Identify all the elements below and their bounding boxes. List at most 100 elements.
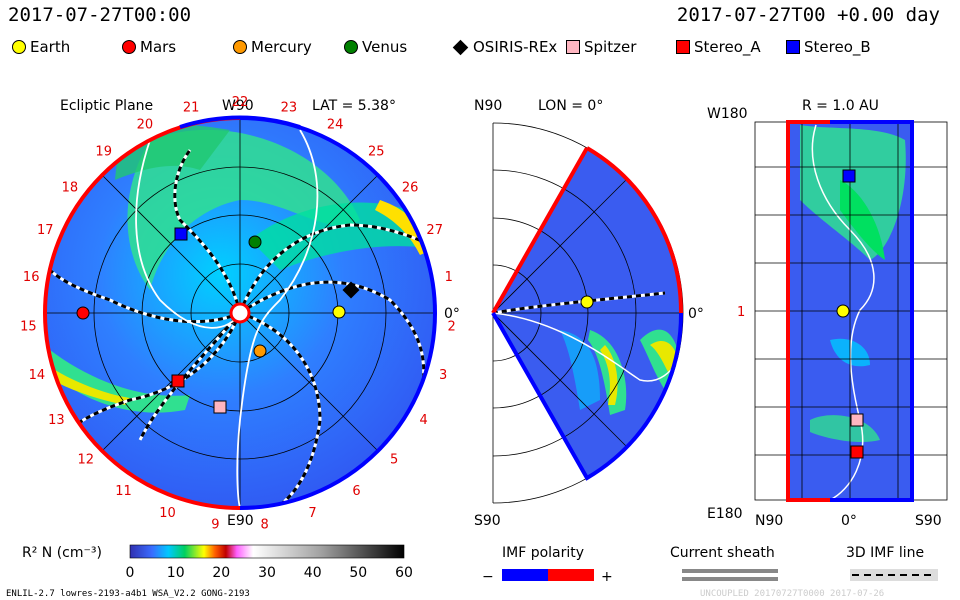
carrington-label: 15 bbox=[20, 319, 37, 334]
carrington-label: 11 bbox=[115, 484, 132, 499]
latitude-label: LAT = 5.38° bbox=[312, 98, 396, 114]
radial-map-panel: W180 R = 1.0 AU E180 1 N90 0° S90 bbox=[707, 98, 948, 529]
earth-dot-icon bbox=[12, 40, 26, 54]
carrington-label: 22 bbox=[232, 95, 249, 110]
radial-mid-label: 1 bbox=[737, 305, 745, 320]
earth-marker bbox=[332, 305, 346, 319]
stereo-a-marker-radial bbox=[850, 445, 864, 459]
legend-label: Earth bbox=[30, 38, 71, 56]
carrington-label: 16 bbox=[23, 270, 40, 285]
mercury-dot-icon bbox=[233, 40, 247, 54]
current-sheath-legend: Current sheath bbox=[670, 545, 778, 581]
ecliptic-title: Ecliptic Plane bbox=[60, 98, 153, 114]
legend-venus: Venus bbox=[344, 38, 407, 56]
legend-label: Spitzer bbox=[584, 38, 637, 56]
carrington-label: 20 bbox=[137, 118, 154, 133]
w180-label: W180 bbox=[707, 106, 748, 122]
s90-label: S90 bbox=[474, 513, 501, 529]
legend-label: Mercury bbox=[251, 38, 312, 56]
venus-marker bbox=[248, 235, 262, 249]
sun-icon bbox=[229, 302, 251, 324]
colorbar-tick-label: 40 bbox=[304, 565, 322, 581]
current-sheath-title: Current sheath bbox=[670, 545, 775, 561]
imf-minus-label: − bbox=[482, 569, 494, 585]
colorbar-label: R² N (cm⁻³) bbox=[22, 545, 102, 561]
timestamp-left: 2017-07-27T00:00 bbox=[8, 4, 192, 26]
imf-spirals bbox=[48, 129, 431, 508]
legend-mars: Mars bbox=[122, 38, 176, 56]
imf-polarity-legend: IMF polarity − + bbox=[482, 545, 613, 585]
imf-3d-legend: 3D IMF line bbox=[846, 545, 938, 581]
stereo-a-marker bbox=[171, 374, 185, 388]
venus-dot-icon bbox=[344, 40, 358, 54]
legend-stereo-b: Stereo_B bbox=[786, 38, 871, 56]
object-legend: Earth Mars Mercury Venus OSIRIS-REx Spit… bbox=[0, 38, 960, 60]
mars-dot-icon bbox=[122, 40, 136, 54]
legend-label: Stereo_A bbox=[694, 38, 761, 56]
zero-degree-label: 0° bbox=[444, 306, 460, 322]
spitzer-square-icon bbox=[566, 40, 580, 54]
carrington-label: 23 bbox=[281, 101, 298, 116]
legend-label: Venus bbox=[362, 38, 408, 56]
carrington-label: 4 bbox=[419, 413, 427, 428]
carrington-label: 2 bbox=[447, 319, 455, 334]
colorbar-tick-label: 10 bbox=[167, 565, 185, 581]
colorbar-tick-label: 50 bbox=[349, 565, 367, 581]
mercury-marker bbox=[253, 344, 267, 358]
stereo-b-marker bbox=[174, 227, 188, 241]
colorbar-tick-label: 20 bbox=[212, 565, 230, 581]
legend-label: Mars bbox=[140, 38, 177, 56]
timestamp-right: 2017-07-27T00 +0.00 day bbox=[676, 4, 940, 26]
legend-label: OSIRIS-REx bbox=[473, 38, 558, 56]
carrington-label: 21 bbox=[183, 101, 200, 116]
carrington-label: 26 bbox=[402, 180, 419, 195]
longitude-label: LON = 0° bbox=[538, 98, 603, 114]
legend-label: Stereo_B bbox=[804, 38, 871, 56]
stereo-b-marker-radial bbox=[842, 169, 856, 183]
density-colorbar: R² N (cm⁻³) 0 10 20 30 40 50 60 bbox=[22, 544, 413, 581]
carrington-label: 9 bbox=[211, 518, 219, 533]
stereo-a-square-icon bbox=[676, 40, 690, 54]
radius-label: R = 1.0 AU bbox=[802, 98, 879, 114]
carrington-label: 14 bbox=[29, 368, 46, 383]
legend-earth: Earth bbox=[12, 38, 70, 56]
carrington-label: 5 bbox=[390, 453, 398, 468]
carrington-label: 17 bbox=[37, 223, 54, 238]
legend-stereo-a: Stereo_A bbox=[676, 38, 761, 56]
carrington-label: 7 bbox=[308, 506, 316, 521]
legend-mercury: Mercury bbox=[233, 38, 312, 56]
imf-polarity-title: IMF polarity bbox=[502, 545, 584, 561]
ecliptic-plane-panel: Ecliptic Plane W90 E90 0° LAT = 5.38° 12… bbox=[20, 95, 460, 533]
colorbar-tick-label: 30 bbox=[258, 565, 276, 581]
rmap-x-label-n90: N90 bbox=[755, 513, 783, 529]
carrington-label: 1 bbox=[445, 270, 453, 285]
spitzer-marker bbox=[213, 400, 227, 414]
carrington-label: 25 bbox=[368, 145, 385, 160]
rmap-x-label-s90: S90 bbox=[915, 513, 942, 529]
carrington-label: 24 bbox=[327, 118, 344, 133]
rmap-x-label-zero: 0° bbox=[841, 513, 857, 529]
imf-3d-title: 3D IMF line bbox=[846, 545, 924, 561]
carrington-label: 6 bbox=[352, 484, 360, 499]
carrington-label: 18 bbox=[62, 180, 79, 195]
osiris-rex-marker bbox=[342, 281, 360, 299]
carrington-label: 10 bbox=[159, 506, 176, 521]
carrington-label: 3 bbox=[439, 368, 447, 383]
meridional-zero-label: 0° bbox=[688, 306, 704, 322]
colorbar-tick-label: 60 bbox=[395, 565, 413, 581]
earth-marker-meridional bbox=[580, 295, 594, 309]
n90-label: N90 bbox=[474, 98, 502, 114]
legend-spitzer: Spitzer bbox=[566, 38, 636, 56]
carrington-label: 12 bbox=[78, 453, 95, 468]
mars-marker bbox=[76, 306, 90, 320]
carrington-label: 8 bbox=[260, 518, 268, 533]
e90-label: E90 bbox=[227, 513, 254, 529]
carrington-label: 19 bbox=[95, 145, 112, 160]
carrington-label: 13 bbox=[48, 413, 65, 428]
colorbar-ticks: 0 10 20 30 40 50 60 bbox=[126, 565, 413, 581]
stereo-b-square-icon bbox=[786, 40, 800, 54]
earth-marker-radial bbox=[836, 304, 850, 318]
footer-right: UNCOUPLED 20170727T0000 2017-07-26 bbox=[700, 589, 884, 599]
